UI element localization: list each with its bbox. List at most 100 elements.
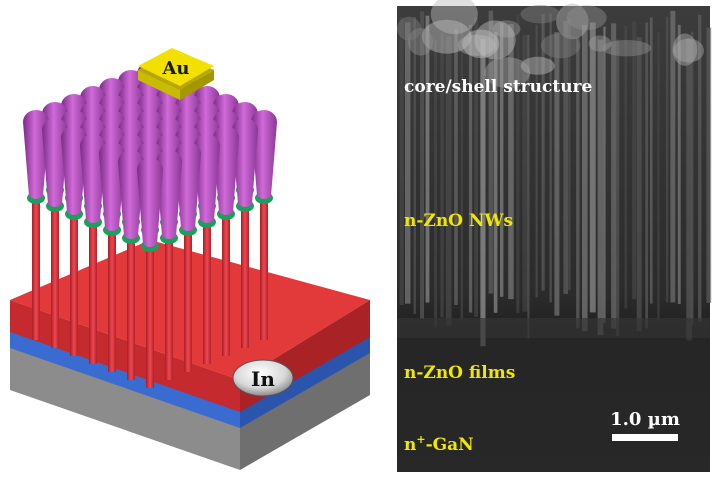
nanowire-core: [51, 208, 59, 348]
nanowire-core: [241, 208, 249, 348]
sem-streak: [615, 39, 620, 337]
sem-streak: [516, 14, 520, 313]
nanowire-core: [127, 240, 135, 380]
sem-streak: [454, 29, 458, 305]
nanowire-core: [32, 200, 40, 340]
sem-cap: [462, 29, 500, 59]
sem-streak: [645, 22, 648, 329]
sem-cap: [520, 56, 555, 75]
scale-bar-line: [612, 434, 678, 441]
sem-streak: [624, 25, 628, 309]
gaN-layer-front: [10, 340, 240, 470]
sem-streak: [440, 33, 444, 318]
nanowire-core: [70, 216, 78, 356]
sem-cap: [430, 0, 478, 35]
sem-nanowire-texture: [397, 0, 712, 347]
sem-cap: [566, 5, 607, 31]
substrate-label-rest: -GaN: [426, 435, 474, 455]
sem-streak: [686, 38, 693, 341]
film-band: [397, 318, 710, 338]
sem-streak: [480, 39, 486, 347]
sem-streak: [665, 16, 669, 303]
substrate-band: [397, 338, 710, 472]
sem-cap: [520, 5, 561, 24]
nanowire-core: [260, 200, 268, 340]
sem-streak: [698, 14, 702, 322]
sem-streak: [636, 37, 642, 332]
sem-streak: [522, 34, 528, 312]
sem-streak: [549, 13, 552, 303]
sem-cap: [540, 33, 581, 59]
device-schematic: Au In: [10, 48, 370, 470]
nanowire-core: [89, 224, 97, 364]
sem-streak: [541, 14, 545, 291]
in-label: In: [251, 367, 275, 391]
gaN-layer-right: [240, 345, 370, 470]
sem-streak: [413, 17, 416, 314]
au-contact: Au: [138, 48, 214, 100]
sem-streak: [508, 24, 514, 300]
blue-layer-front: [10, 330, 240, 428]
nanowires-label: n-ZnO NWs: [404, 211, 513, 231]
nanowire-core: [146, 248, 154, 388]
sem-streak: [649, 17, 653, 304]
sem-streak: [582, 25, 588, 332]
nanowire-core: [203, 224, 211, 364]
sem-cap: [457, 34, 496, 56]
nanowire-core: [108, 232, 116, 372]
sem-streak: [500, 23, 504, 297]
sem-streak: [405, 22, 411, 304]
sem-streak: [657, 32, 660, 321]
sem-streak: [632, 21, 637, 300]
sem-streak: [611, 23, 617, 329]
sem-streak: [554, 32, 560, 316]
sem-streak: [603, 26, 606, 323]
nanowire: [137, 158, 163, 388]
sem-streak: [670, 10, 676, 303]
substrate-label: n+-GaN: [404, 433, 474, 455]
sem-cap: [408, 28, 433, 56]
nanowire-core: [222, 216, 230, 356]
sem-cap: [672, 33, 698, 66]
sem-streak: [493, 32, 498, 313]
sem-cap: [492, 20, 521, 38]
sem-streak: [576, 37, 580, 329]
nanowire-shell: [137, 158, 163, 247]
sem-streak: [460, 22, 463, 320]
blue-layer-right: [240, 335, 370, 428]
sem-streak: [535, 24, 538, 298]
sem-streak: [527, 34, 530, 339]
sem-streak: [434, 39, 438, 328]
nanowire-core: [184, 232, 192, 372]
sem-streak: [399, 17, 404, 306]
sem-cap: [421, 19, 472, 54]
sem-cap: [673, 38, 704, 63]
scale-bar-label: 1.0 µm: [610, 409, 680, 430]
nanowire-core: [165, 240, 173, 380]
sem-cap: [556, 3, 589, 40]
sem-streak: [706, 27, 712, 303]
scale-bar: 1.0 µm: [610, 409, 680, 441]
substrate-label-n: n: [404, 435, 416, 455]
sem-streak: [568, 19, 571, 291]
zno-film-front: [10, 300, 240, 412]
sem-streak: [474, 17, 478, 317]
substrate-label-plus: +: [416, 433, 425, 446]
au-label: Au: [161, 58, 189, 79]
sem-cap: [588, 35, 612, 52]
sem-cap: [602, 40, 652, 57]
sem-streak: [563, 20, 568, 294]
sem-streak: [589, 22, 596, 313]
sem-cap: [484, 57, 531, 88]
films-label: n-ZnO films: [404, 363, 515, 383]
sem-cap: [397, 16, 421, 41]
sem-streak: [420, 11, 424, 320]
core-shell-label: core/shell structure: [404, 77, 593, 97]
sem-streak: [468, 24, 473, 313]
sem-streak: [690, 31, 694, 326]
in-contact: In: [232, 359, 294, 397]
sem-streak: [425, 15, 430, 303]
sem-streak: [597, 39, 604, 336]
sem-cap: [474, 20, 516, 60]
